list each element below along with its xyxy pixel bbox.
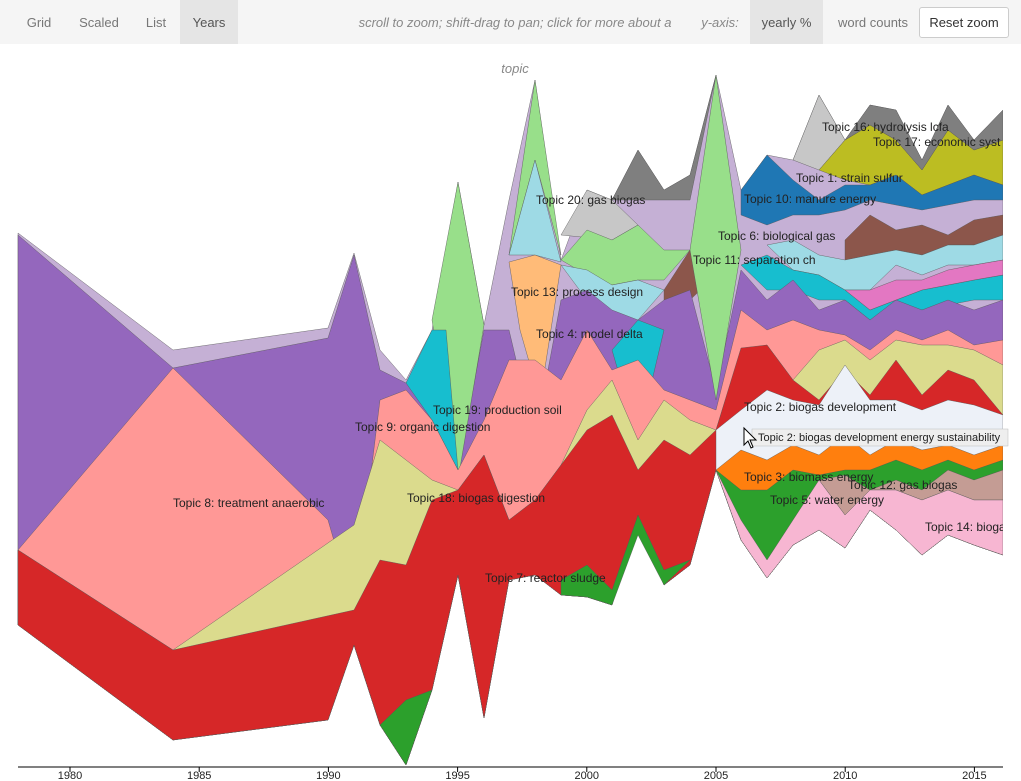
yaxis-option-active[interactable]: yearly % bbox=[750, 0, 823, 44]
topic-label[interactable]: Topic 1: strain sulfur bbox=[796, 171, 903, 185]
topic-label[interactable]: Topic 7: reactor sludge bbox=[485, 571, 606, 585]
topic-label[interactable]: Topic 14: bioga bbox=[925, 520, 1006, 534]
stream[interactable] bbox=[405, 329, 459, 471]
stream[interactable] bbox=[740, 254, 1003, 321]
topic-label[interactable]: Topic 3: biomass energy bbox=[744, 470, 873, 484]
tab[interactable]: List bbox=[145, 15, 167, 30]
stream[interactable] bbox=[844, 104, 1003, 171]
tab[interactable]: Scaled bbox=[79, 15, 119, 30]
topic-label[interactable]: Topic 20: gas biogas bbox=[536, 193, 645, 207]
reset-button[interactable]: Reset zoom bbox=[919, 7, 1009, 38]
topic-label[interactable]: Topic 8: treatment anaerobic bbox=[173, 496, 324, 510]
x-tick-label: 2000 bbox=[575, 770, 599, 781]
tooltip: Topic 2: biogas development energy susta… bbox=[758, 432, 1001, 444]
stream[interactable] bbox=[560, 514, 691, 606]
tab-active[interactable]: Years bbox=[180, 0, 238, 44]
stream[interactable] bbox=[379, 689, 433, 766]
topic-label[interactable]: Topic 11: separation ch bbox=[693, 253, 816, 267]
x-tick-label: 2010 bbox=[833, 770, 857, 781]
stream[interactable] bbox=[844, 259, 1003, 311]
topic-label[interactable]: Topic 16: hydrolysis lcfa bbox=[822, 120, 949, 134]
layers[interactable] bbox=[17, 74, 1003, 766]
stream[interactable] bbox=[689, 74, 742, 401]
yaxis-option[interactable]: word counts bbox=[837, 15, 909, 30]
topic-label[interactable]: Topic 13: process design bbox=[511, 285, 643, 299]
topic-label[interactable]: Topic 12: gas biogas bbox=[848, 478, 957, 492]
topic-label[interactable]: Topic 9: organic digestion bbox=[355, 420, 490, 434]
stream[interactable] bbox=[740, 154, 1003, 226]
stream[interactable] bbox=[715, 469, 1003, 579]
stream[interactable] bbox=[508, 159, 562, 263]
hint: scroll to zoom; shift-drag to pan; click… bbox=[358, 15, 672, 76]
tab[interactable]: Grid bbox=[26, 15, 52, 30]
nav-bar: Grid Scaled List Years scroll to zoom; s… bbox=[0, 0, 1021, 76]
x-tick-label: 1990 bbox=[316, 770, 340, 781]
yaxis-label: y-axis: bbox=[701, 15, 739, 30]
cursor bbox=[743, 426, 758, 449]
x-tick-label: 1995 bbox=[445, 770, 469, 781]
x-tick-label: 1985 bbox=[187, 770, 211, 781]
topic-labels: Topic 16: hydrolysis lcfa Topic 17: econ… bbox=[173, 120, 1006, 585]
topic-label[interactable]: Topic 6: biological gas bbox=[718, 229, 835, 243]
topic-label[interactable]: Topic 18: biogas digestion bbox=[407, 491, 545, 505]
topic-label[interactable]: Topic 19: production soil bbox=[433, 403, 562, 417]
topic-label[interactable]: Topic 4: model delta bbox=[536, 327, 643, 341]
x-ticks: 1980 1985 1990 1995 2000 2005 2010 2015 bbox=[58, 767, 987, 781]
x-tick-label: 1980 bbox=[58, 770, 82, 781]
topic-label[interactable]: Topic 10: manure energy bbox=[744, 192, 876, 206]
x-tick-label: 2005 bbox=[704, 770, 728, 781]
stream[interactable] bbox=[508, 254, 562, 401]
x-tick-label: 2015 bbox=[962, 770, 986, 781]
topic-label[interactable]: Topic 5: water energy bbox=[770, 493, 884, 507]
topic-label[interactable]: Topic 2: biogas development bbox=[744, 400, 897, 414]
stream[interactable] bbox=[611, 74, 717, 201]
topic-label[interactable]: Topic 17: economic syst bbox=[873, 135, 1001, 149]
